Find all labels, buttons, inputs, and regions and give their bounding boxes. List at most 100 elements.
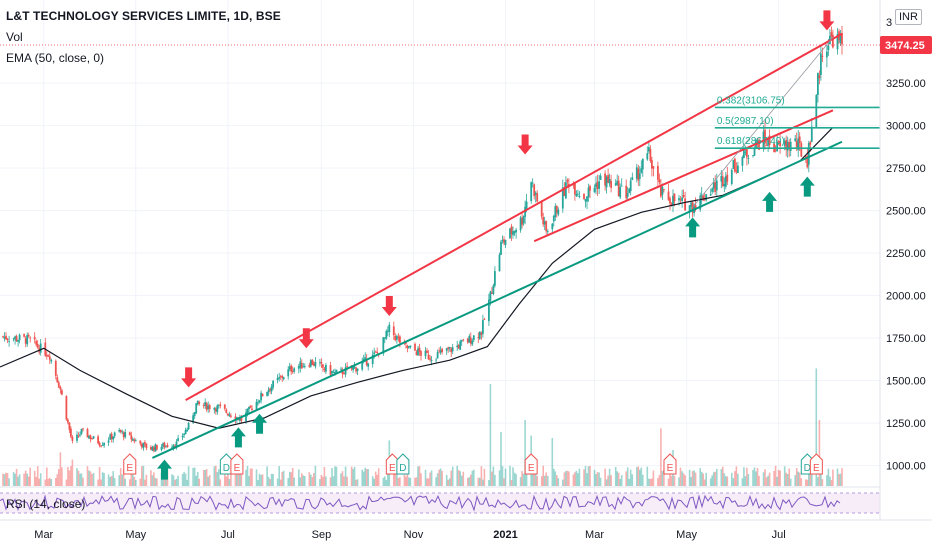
candle (616, 180, 619, 185)
volume-bar (113, 478, 116, 486)
volume-bar (827, 468, 830, 486)
volume-bar (101, 472, 104, 486)
volume-bar (260, 474, 262, 486)
volume-bar (524, 420, 526, 486)
candle (691, 202, 694, 213)
volume-bar (651, 478, 653, 486)
volume-bar (809, 472, 812, 486)
volume-bar (346, 476, 348, 486)
volume-bar (430, 470, 433, 486)
candle (223, 404, 226, 409)
candle (786, 141, 789, 151)
candle (492, 285, 495, 294)
volume-bar (785, 472, 787, 486)
volume-bar (313, 473, 315, 486)
volume-bar (798, 472, 801, 486)
volume-bar (657, 478, 659, 486)
candle (89, 435, 92, 439)
candle (329, 365, 332, 375)
earnings-marker[interactable]: E (123, 453, 137, 475)
last-price-label: 3474.25 (885, 40, 925, 52)
volume-bar (49, 477, 51, 486)
candle (468, 336, 471, 343)
symbol-title[interactable]: L&T TECHNOLOGY SERVICES LIMITE, 1D, BSE (6, 9, 281, 23)
ema-legend[interactable]: EMA (50, close, 0) (6, 51, 105, 65)
candle (614, 183, 617, 186)
candle (457, 345, 460, 349)
volume-bar (679, 467, 682, 486)
volume-bar (836, 468, 839, 486)
volume-bar (418, 466, 421, 486)
volume-bar (424, 469, 427, 486)
volume-bar (841, 468, 843, 486)
trend-line-lower-channel (151, 140, 843, 459)
volume-bar (450, 470, 452, 486)
candle (420, 351, 422, 356)
volume-bar (319, 479, 321, 486)
candle (33, 336, 36, 340)
candle (503, 239, 505, 243)
volume-bar (626, 467, 629, 486)
candle (681, 197, 683, 201)
volume-bar (340, 473, 342, 486)
volume-bar (236, 472, 238, 486)
candle (198, 401, 201, 404)
candle (121, 431, 124, 433)
candle (71, 436, 74, 441)
candle (626, 193, 629, 197)
candle (498, 254, 501, 272)
candle (248, 406, 250, 410)
volume-bar (747, 474, 750, 486)
dividend-marker[interactable]: D (396, 453, 410, 475)
candle (15, 336, 18, 342)
candle (166, 445, 169, 447)
candle (118, 430, 121, 432)
volume-bar (789, 478, 792, 486)
candle (767, 137, 769, 146)
candle (466, 338, 469, 343)
candle (207, 405, 210, 410)
volume-bar (362, 471, 365, 486)
candle (202, 405, 205, 407)
volume-bar (130, 471, 133, 486)
candle (50, 360, 53, 362)
volume-bar (631, 474, 634, 486)
candle (119, 429, 122, 432)
candle (777, 141, 780, 143)
candle (65, 396, 68, 420)
volume-bar (266, 466, 268, 486)
volume-bar (249, 468, 252, 486)
candle (12, 338, 15, 340)
volume-bar (213, 466, 216, 486)
candle (417, 348, 419, 356)
candle (300, 363, 303, 369)
volume-bar (788, 468, 790, 486)
candle (61, 390, 63, 395)
volume-bar (646, 466, 649, 486)
volume-bar (355, 479, 357, 486)
candle (406, 345, 409, 348)
earnings-marker[interactable]: E (524, 453, 538, 475)
candle (258, 400, 261, 403)
candle (100, 445, 102, 447)
earnings-marker[interactable]: E (230, 453, 244, 475)
volume-bar (522, 473, 525, 486)
volume-bar (403, 474, 406, 486)
candle (154, 444, 157, 452)
candle (314, 362, 317, 367)
volume-legend[interactable]: Vol (6, 30, 23, 44)
currency-button[interactable]: INR (895, 9, 922, 25)
volume-bar (605, 479, 608, 486)
earnings-marker[interactable]: E (663, 453, 677, 475)
volume-bar (61, 467, 63, 486)
volume-bar (258, 473, 261, 486)
candle (217, 405, 220, 407)
event-marker-label: E (528, 463, 535, 474)
volume-bar (525, 474, 528, 486)
candle (278, 377, 281, 379)
candle (356, 368, 359, 371)
volume-bar (608, 468, 611, 486)
volume-bar (794, 475, 796, 486)
earnings-marker[interactable]: E (809, 453, 823, 475)
